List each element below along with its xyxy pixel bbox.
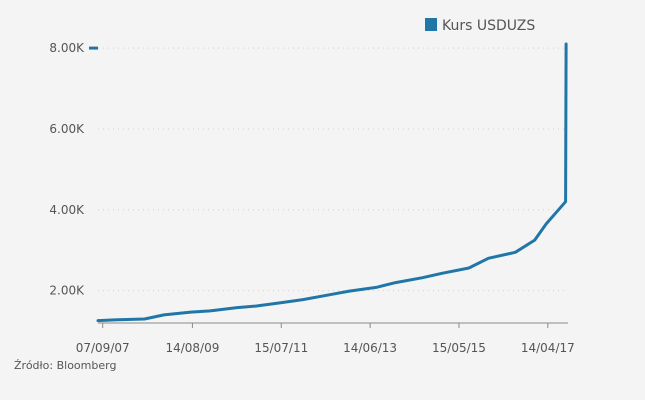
- y-max-marker: [89, 46, 98, 50]
- x-tick-label: 15/07/11: [254, 341, 308, 355]
- legend-swatch: [425, 18, 437, 31]
- x-tick-label: 14/04/17: [521, 341, 575, 355]
- y-tick-label: 2.00K: [49, 284, 85, 298]
- x-tick-label: 07/09/07: [76, 341, 130, 355]
- y-tick-label: 4.00K: [49, 203, 85, 217]
- x-tick-label: 14/08/09: [165, 341, 219, 355]
- legend-label: Kurs USDUZS: [442, 18, 535, 34]
- y-tick-label: 8.00K: [49, 41, 85, 55]
- x-tick-label: 15/05/15: [432, 341, 486, 355]
- x-tick-label: 14/06/13: [343, 341, 397, 355]
- y-tick-label: 6.00K: [49, 122, 85, 136]
- series-line: [96, 42, 568, 323]
- source-note: Źródło: Bloomberg: [14, 359, 117, 372]
